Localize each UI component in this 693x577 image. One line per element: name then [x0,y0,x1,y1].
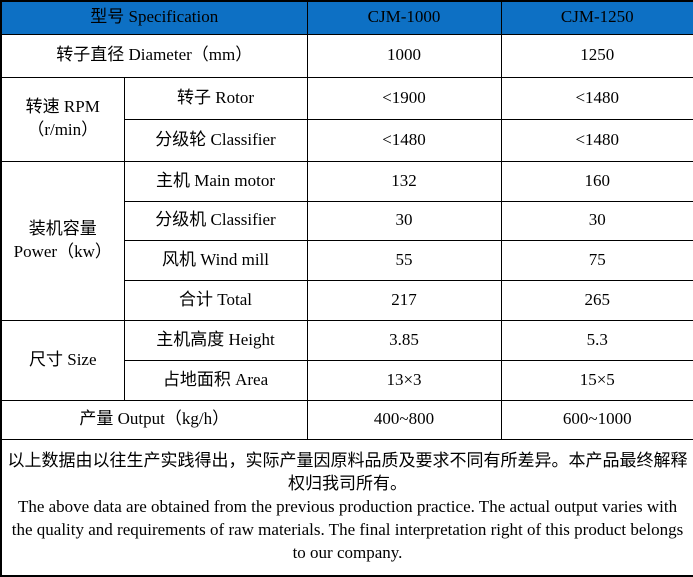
area-value-1000: 13×3 [306,359,502,401]
row-total-power: 合计 Total 217 265 [1,279,693,321]
total-power-value-1000: 217 [306,279,502,321]
rpm-group-label: 转速 RPM （r/min） [0,76,125,162]
row-rotor-rpm: 转速 RPM （r/min） 转子 Rotor <1900 <1480 [0,76,693,162]
classifier-power-value-1000: 30 [306,200,502,241]
diameter-label: 转子直径 Diameter（mm） [0,33,308,78]
wind-mill-value-1250: 75 [500,239,693,281]
rotor-label: 转子 Rotor [123,76,308,120]
output-value-1000: 400~800 [306,399,502,440]
height-value-1250: 5.3 [500,319,693,361]
wind-mill-label: 风机 Wind mill [123,239,308,281]
row-wind-mill: 风机 Wind mill 55 75 [1,239,693,281]
power-group-label: 装机容量 Power（kw） [0,160,125,321]
note-text-chinese: 以上数据由以往生产实践得出，实际产量因原料品质及要求不同有所差异。本产品最终解释… [7,450,688,493]
classifier-rpm-value-1250: <1480 [500,118,693,162]
total-power-value-1250: 265 [500,279,693,321]
height-value-1000: 3.85 [306,319,502,361]
rpm-group-label-line2: （r/min） [27,120,99,139]
row-output: 产量 Output（kg/h） 400~800 600~1000 [0,399,693,440]
main-motor-value-1000: 132 [306,160,502,202]
rotor-value-1000: <1900 [306,76,502,120]
rotor-value-1250: <1480 [500,76,693,120]
output-label: 产量 Output（kg/h） [0,399,308,440]
total-power-label: 合计 Total [123,279,308,321]
table-header-row: 型号 Specification CJM-1000 CJM-1250 [0,0,693,35]
area-label: 占地面积 Area [123,359,308,401]
row-main-motor: 装机容量 Power（kw） 主机 Main motor 132 160 [0,160,693,321]
rpm-group-label-line1: 转速 RPM [25,97,100,117]
output-value-1250: 600~1000 [500,399,693,440]
row-height: 尺寸 Size 主机高度 Height 3.85 5.3 [0,319,693,401]
diameter-value-1250: 1250 [500,33,693,78]
power-group-label-line2: Power（kw） [13,241,112,261]
classifier-power-label: 分级机 Classifier [123,200,308,241]
header-model-cjm-1250: CJM-1250 [500,0,693,35]
header-model-cjm-1000: CJM-1000 [306,0,502,35]
row-note: 以上数据由以往生产实践得出，实际产量因原料品质及要求不同有所差异。本产品最终解释… [0,438,693,577]
main-motor-label: 主机 Main motor [123,160,308,202]
header-spec-label: 型号 Specification [0,0,308,35]
classifier-power-value-1250: 30 [500,200,693,241]
row-diameter: 转子直径 Diameter（mm） 1000 1250 [0,33,693,78]
size-group-label: 尺寸 Size [0,319,125,401]
classifier-rpm-value-1000: <1480 [306,118,502,162]
height-label: 主机高度 Height [123,319,308,361]
note-cell: 以上数据由以往生产实践得出，实际产量因原料品质及要求不同有所差异。本产品最终解释… [0,438,693,577]
classifier-rpm-label: 分级轮 Classifier [123,118,308,162]
note-text-english: The above data are obtained from the pre… [11,496,684,562]
area-value-1250: 15×5 [500,359,693,401]
wind-mill-value-1000: 55 [306,239,502,281]
row-area: 占地面积 Area 13×3 15×5 [1,359,693,401]
power-group-label-line1: 装机容量 [28,218,97,238]
diameter-value-1000: 1000 [306,33,502,78]
main-motor-value-1250: 160 [500,160,693,202]
